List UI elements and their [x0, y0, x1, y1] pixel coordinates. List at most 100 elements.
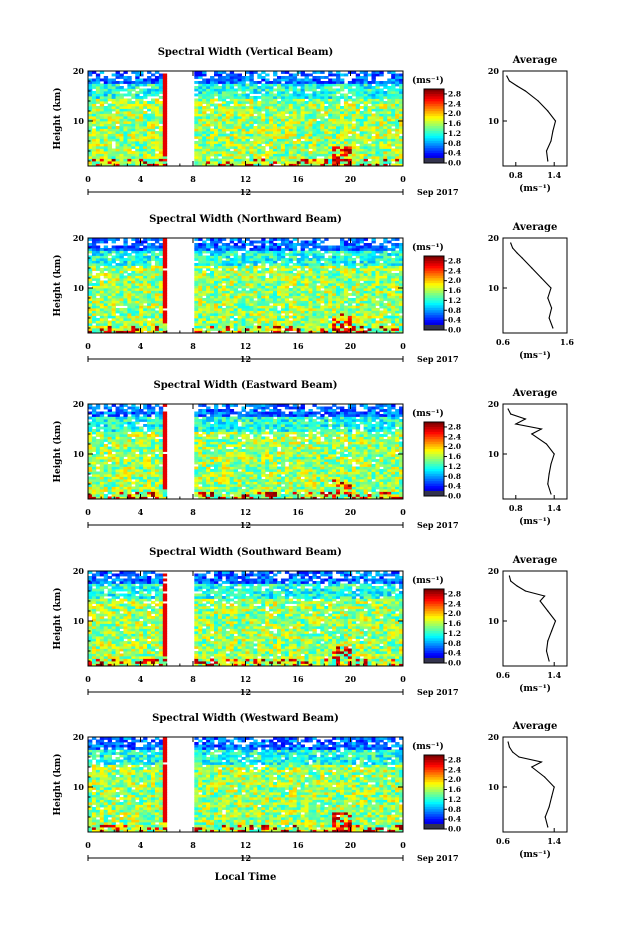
heatmap-cell	[328, 283, 333, 286]
heatmap-cell	[135, 71, 140, 74]
heatmap-cell	[119, 106, 124, 109]
heatmap-cell	[312, 163, 317, 167]
heatmap-cell	[95, 268, 101, 271]
heatmap-cell	[127, 91, 132, 94]
heatmap-cell	[343, 323, 349, 326]
heatmap-cell	[320, 103, 325, 107]
heatmap-cell	[280, 293, 286, 296]
heatmap-cell	[265, 300, 270, 304]
heatmap-cell	[371, 258, 376, 261]
heatmap-cell	[395, 106, 400, 109]
heatmap-cell	[316, 71, 321, 74]
heatmap-cell	[115, 96, 120, 99]
heatmap-cell	[347, 103, 353, 107]
heatmap-cell	[225, 315, 231, 319]
heatmap-cell	[162, 240, 168, 244]
heatmap-cell	[284, 260, 290, 264]
heatmap-cell	[237, 108, 242, 112]
heatmap-cell	[343, 141, 349, 144]
heatmap-cell	[371, 118, 376, 122]
heatmap-cell	[284, 143, 290, 147]
heatmap-cell	[95, 118, 101, 122]
heatmap-cell	[383, 138, 388, 142]
heatmap-cell	[308, 308, 313, 311]
heatmap-cell	[206, 255, 211, 259]
heatmap-cell	[229, 83, 235, 87]
heatmap-cell	[351, 270, 357, 274]
heatmap-cell	[115, 93, 120, 97]
heatmap-cell	[88, 238, 93, 241]
heatmap-cell	[147, 275, 152, 279]
heatmap-cell	[135, 91, 140, 94]
heatmap-cell	[273, 151, 278, 154]
heatmap-cell	[233, 121, 239, 124]
heatmap-cell	[206, 141, 211, 144]
heatmap-cell	[312, 310, 317, 314]
heatmap-cell	[300, 313, 305, 316]
heatmap-cell	[154, 315, 160, 319]
heatmap-cell	[245, 250, 250, 254]
heatmap-cell	[107, 295, 113, 299]
heatmap-cell	[111, 320, 116, 324]
heatmap-cell	[194, 255, 199, 259]
heatmap-cell	[363, 278, 368, 281]
heatmap-cell	[351, 71, 357, 74]
heatmap-cell	[296, 300, 302, 304]
heatmap-cell	[355, 330, 361, 334]
heatmap-cell	[162, 263, 168, 266]
heatmap-cell	[371, 163, 376, 167]
heatmap-cell	[233, 288, 239, 291]
heatmap-cell	[210, 118, 215, 122]
heatmap-cell	[225, 88, 231, 92]
heatmap-cell	[336, 283, 341, 286]
heatmap-cell	[375, 310, 380, 314]
colorbar-swatch	[424, 91, 444, 95]
heatmap-cell	[162, 78, 168, 82]
heatmap-cell	[217, 285, 223, 289]
heatmap-cell	[324, 151, 329, 154]
heatmap-cell	[123, 328, 128, 331]
heatmap-cell	[399, 156, 404, 159]
heatmap-cell	[147, 116, 152, 119]
heatmap-cell	[245, 313, 250, 316]
heatmap-cell	[347, 88, 353, 92]
heatmap-cell	[284, 298, 290, 301]
heatmap-cell	[367, 260, 372, 264]
heatmap-cell	[347, 111, 353, 114]
heatmap-cell	[363, 265, 368, 269]
heatmap-cell	[375, 73, 380, 77]
heatmap-cell	[375, 103, 380, 107]
heatmap-cell	[308, 278, 313, 281]
heatmap-cell	[99, 151, 105, 154]
heatmap-cell	[273, 305, 278, 309]
heatmap-cell	[143, 161, 148, 164]
heatmap-cell	[229, 88, 235, 92]
heatmap-cell	[253, 310, 258, 314]
heatmap-cell	[277, 101, 282, 104]
heatmap-cell	[308, 298, 313, 301]
heatmap-cell	[288, 273, 294, 276]
heatmap-cell	[123, 138, 128, 142]
heatmap-cell	[241, 330, 246, 334]
heatmap-cell	[288, 248, 294, 251]
heatmap-cell	[387, 153, 392, 157]
heatmap-cell	[221, 138, 227, 142]
heatmap-cell	[395, 153, 400, 157]
heatmap-cell	[115, 245, 120, 249]
heatmap-cell	[214, 285, 219, 289]
heatmap-cell	[210, 88, 215, 92]
heatmap-cell	[312, 248, 317, 251]
heatmap-cell	[347, 258, 353, 261]
heatmap-cell	[277, 298, 282, 301]
heatmap-cell	[340, 258, 345, 261]
heatmap-cell	[221, 108, 227, 112]
heatmap-cell	[198, 133, 203, 137]
heatmap-cell	[139, 163, 144, 167]
heatmap-cell	[367, 295, 372, 299]
heatmap-cell	[351, 245, 357, 249]
heatmap-cell	[99, 148, 105, 152]
heatmap-cell	[135, 128, 140, 132]
heatmap-cell	[103, 138, 109, 142]
heatmap-cell	[359, 83, 365, 87]
heatmap-cell	[245, 78, 250, 82]
